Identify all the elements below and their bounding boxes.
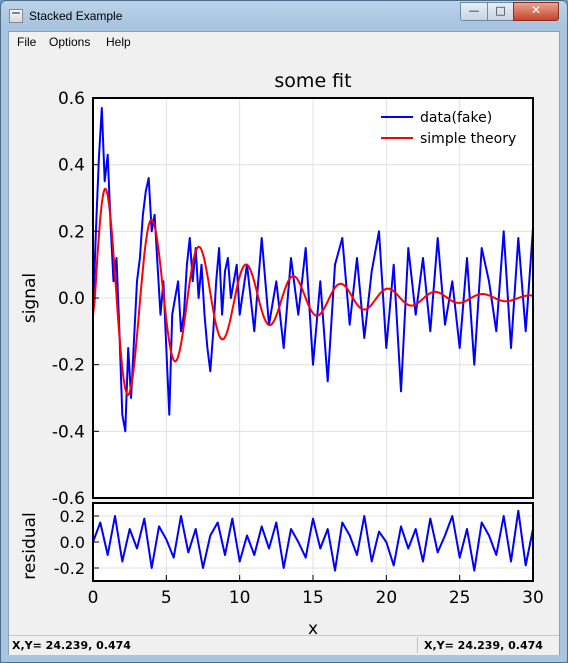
minimize-icon: —: [468, 4, 480, 17]
plot-canvas[interactable]: -0.6 -0.4 -0.2 0.0 0.2 0.4 0.6 some fit signal…: [9, 52, 559, 639]
main-y-ticks: -0.6 -0.4 -0.2 0.0 0.2 0.4 0.6: [52, 89, 99, 509]
status-panel-right: X,Y= 24.239, 0.474: [417, 637, 558, 653]
app-icon: [9, 9, 23, 23]
residual-y-tick-label: 0.2: [60, 507, 85, 526]
maximize-button[interactable]: □: [487, 2, 514, 21]
residual-series-group: [92, 509, 534, 572]
residual-y-tick-label: -0.2: [54, 559, 85, 578]
main-y-tick-label: 0.2: [58, 222, 85, 242]
residual-x-ticks: 0 5 10 15 20 25 30: [88, 575, 544, 608]
status-coordinates-left: X,Y= 24.239, 0.474: [12, 639, 131, 652]
main-y-tick-label: 0.6: [58, 89, 85, 109]
legend-label-theory: simple theory: [420, 131, 516, 147]
client-area: File Options Help -0.6 -0.4 -0.2 0.0 0.2 0.4 0…: [8, 31, 560, 655]
main-y-axis-label: signal: [20, 273, 40, 323]
x-axis-label: x: [308, 619, 318, 634]
x-tick-label: 30: [522, 588, 544, 608]
maximize-icon: □: [495, 4, 506, 17]
chart-svg[interactable]: -0.6 -0.4 -0.2 0.0 0.2 0.4 0.6 some fit signal…: [9, 52, 559, 639]
close-icon: ✕: [530, 3, 542, 17]
main-y-tick-label: -0.4: [52, 422, 85, 442]
menu-help[interactable]: Help: [106, 35, 131, 49]
window-title: Stacked Example: [29, 9, 123, 23]
x-tick-label: 25: [449, 588, 471, 608]
close-button[interactable]: ✕: [513, 2, 559, 21]
main-y-tick-label: -0.2: [52, 356, 85, 376]
x-tick-label: 5: [161, 588, 172, 608]
residual-y-tick-label: 0.0: [60, 533, 85, 552]
status-bar: X,Y= 24.239, 0.474 X,Y= 24.239, 0.474: [9, 635, 559, 655]
minimize-button[interactable]: —: [460, 2, 488, 21]
x-tick-label: 20: [376, 588, 398, 608]
main-y-tick-label: 0.4: [58, 156, 85, 176]
series-line-residual: [92, 509, 534, 572]
status-coordinates-right: X,Y= 24.239, 0.474: [424, 639, 543, 652]
x-tick-label: 0: [88, 588, 99, 608]
menu-file[interactable]: File: [17, 35, 37, 49]
residual-y-axis-label: residual: [20, 512, 40, 579]
legend: data(fake) simple theory: [381, 110, 516, 147]
main-chart-title: some fit: [274, 70, 351, 92]
x-tick-label: 15: [302, 588, 324, 608]
main-y-tick-label: -0.6: [52, 489, 85, 509]
main-y-tick-label: 0.0: [58, 289, 85, 309]
main-series-group: [92, 107, 534, 433]
menu-bar: File Options Help: [9, 32, 559, 52]
x-tick-label: 10: [229, 588, 251, 608]
series-line-data: [92, 107, 534, 433]
series-line-theory: [92, 187, 534, 396]
residual-y-ticks: -0.2 0.0 0.2: [54, 507, 99, 578]
legend-label-data: data(fake): [420, 110, 492, 126]
residual-grid: [92, 503, 534, 581]
title-bar[interactable]: Stacked Example — □ ✕: [1, 1, 567, 31]
menu-options[interactable]: Options: [49, 35, 91, 49]
